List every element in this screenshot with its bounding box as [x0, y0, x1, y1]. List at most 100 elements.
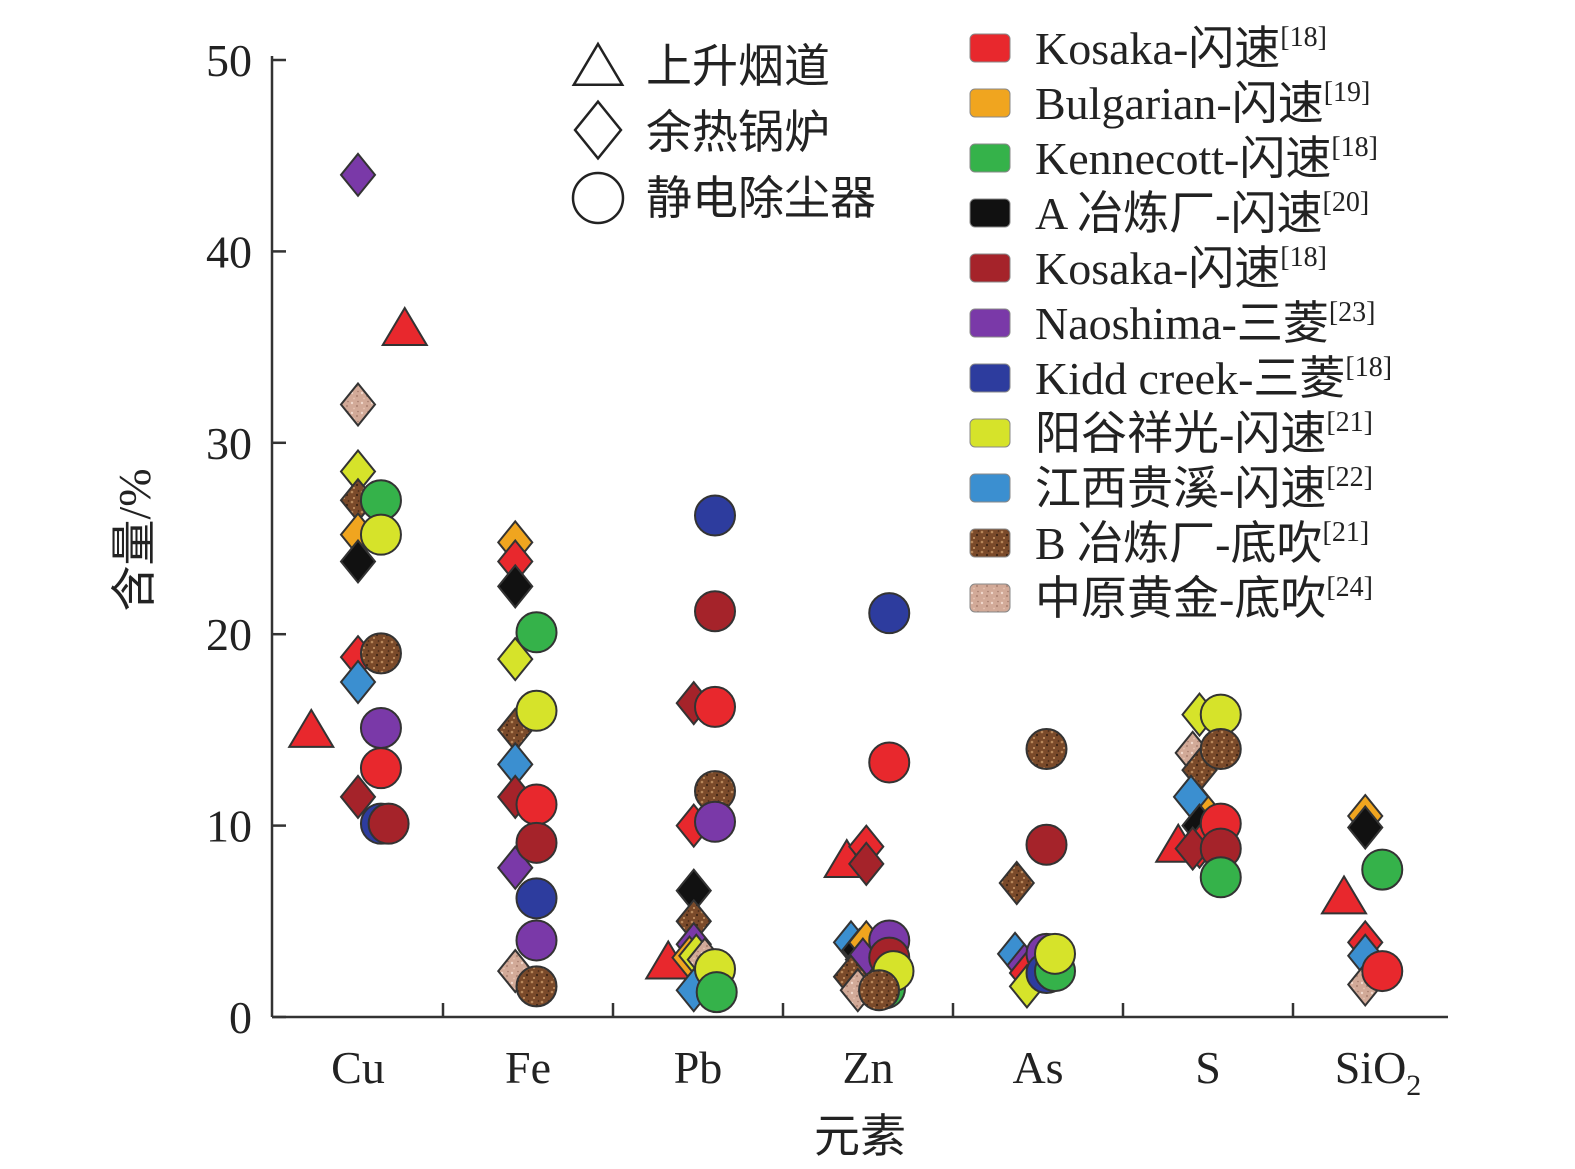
shape-legend-label: 余热锅炉 — [646, 107, 830, 158]
y-axis-label: 含量/% — [109, 468, 160, 611]
data-point-diamond — [339, 774, 377, 820]
y-tick-label: 20 — [206, 609, 252, 660]
series-legend-item: Naoshima-三菱[23] — [969, 297, 1376, 349]
data-point-triangle — [1320, 874, 1368, 915]
series-legend-item: Kosaka-闪速[18] — [969, 242, 1327, 294]
legend-swatch — [969, 253, 1011, 283]
y-tick-label: 30 — [206, 418, 252, 469]
data-point-circle — [515, 783, 558, 826]
data-point-diamond — [848, 841, 885, 887]
series-legend-label: 中原黄金-底吹[24] — [1035, 572, 1373, 624]
data-point-circle — [359, 632, 402, 675]
x-tick-label: Cu — [331, 1042, 385, 1093]
x-tick-label: Zn — [842, 1042, 893, 1093]
y-tick-label: 10 — [206, 801, 252, 852]
data-point-circle — [1361, 848, 1404, 891]
x-axis-label: 元素 — [814, 1111, 906, 1162]
shape-legend-item: 上升烟道 — [571, 41, 830, 92]
circle-marker-icon — [571, 171, 625, 225]
data-point-circle — [515, 611, 558, 654]
series-legend-item: 江西贵溪-闪速[22] — [969, 462, 1373, 514]
data-point-circle — [359, 706, 402, 749]
data-point-circle — [515, 877, 558, 920]
series-legend-item: 中原黄金-底吹[24] — [969, 572, 1373, 624]
y-tick-label: 40 — [206, 226, 252, 277]
series-legend-item: Kidd creek-三菱[18] — [969, 352, 1392, 404]
data-point-circle — [1034, 932, 1076, 975]
legend-swatch — [969, 418, 1011, 448]
data-point-circle — [515, 821, 558, 864]
x-tick-label: SiO2 — [1335, 1042, 1422, 1102]
shape-legend-item: 静电除尘器 — [571, 171, 876, 225]
data-point-circle — [695, 971, 738, 1014]
data-point-circle — [515, 689, 558, 732]
shape-legend-label: 静电除尘器 — [646, 173, 876, 224]
triangle-marker-icon — [571, 41, 625, 86]
data-point-circle — [694, 800, 736, 843]
series-legend-item: A 冶炼厂-闪速[20] — [969, 187, 1369, 239]
x-axis-ticks: Cu Fe Pb Zn As S SiO2 — [331, 1003, 1421, 1102]
legend-swatch — [969, 583, 1011, 613]
data-point-triangle — [380, 306, 429, 346]
series-legend-label: A 冶炼厂-闪速[20] — [1035, 187, 1369, 239]
data-points — [287, 152, 1404, 1014]
shape-legend-item: 余热锅炉 — [573, 99, 830, 161]
data-point-circle — [1199, 728, 1242, 771]
legend-swatch — [969, 528, 1011, 558]
x-tick-label: S — [1195, 1042, 1221, 1093]
data-point-circle — [1199, 856, 1242, 899]
data-point-circle — [868, 592, 911, 635]
x-tick-label: Pb — [674, 1042, 723, 1093]
legend-swatch — [969, 88, 1011, 118]
series-legend-item: Kosaka-闪速[18] — [969, 22, 1327, 74]
y-axis-ticks: 0 10 20 30 40 50 — [206, 35, 286, 1043]
x-tick-label: As — [1012, 1042, 1063, 1093]
series-legend-label: Bulgarian-闪速[19] — [1035, 77, 1370, 129]
series-legend-label: Kosaka-闪速[18] — [1035, 22, 1327, 74]
data-point-diamond — [1346, 804, 1384, 851]
data-point-diamond — [339, 152, 377, 198]
series-legend-label: 江西贵溪-闪速[22] — [1035, 462, 1373, 514]
series-legend-label: Kennecott-闪速[18] — [1035, 132, 1378, 184]
shape-legend-label: 上升烟道 — [646, 41, 830, 92]
series-legend-label: Kosaka-闪速[18] — [1035, 242, 1327, 294]
data-point-circle — [694, 685, 736, 728]
series-legend-label: Naoshima-三菱[23] — [1035, 297, 1376, 349]
data-point-diamond — [496, 563, 534, 609]
y-tick-label: 50 — [206, 35, 252, 86]
series-legend-item: B 冶炼厂-底吹[21] — [969, 517, 1369, 569]
data-point-circle — [359, 513, 402, 556]
data-point-diamond — [998, 860, 1036, 906]
series-legend-label: B 冶炼厂-底吹[21] — [1035, 517, 1369, 569]
axes — [270, 56, 1448, 1019]
legend-swatch — [969, 473, 1011, 503]
legend-swatch — [969, 198, 1011, 228]
data-point-circle — [367, 802, 410, 845]
series-legend-item: 阳谷祥光-闪速[21] — [969, 407, 1373, 459]
y-tick-label: 0 — [229, 992, 252, 1043]
series-legend-item: Kennecott-闪速[18] — [969, 132, 1378, 184]
series-legend-label: Kidd creek-三菱[18] — [1035, 352, 1392, 404]
data-point-diamond — [339, 659, 377, 705]
data-point-circle — [359, 747, 402, 790]
legend-swatch — [969, 363, 1011, 393]
legend-swatch — [969, 308, 1011, 338]
data-point-circle — [858, 969, 901, 1012]
legend-swatch — [969, 143, 1011, 173]
series-legend: Kosaka-闪速[18]Bulgarian-闪速[19]Kennecott-闪… — [969, 22, 1392, 624]
series-legend-item: Bulgarian-闪速[19] — [969, 77, 1370, 129]
data-point-circle — [694, 494, 736, 537]
legend-swatch — [969, 33, 1011, 63]
data-point-circle — [868, 741, 911, 784]
data-point-circle — [1025, 728, 1068, 771]
data-point-circle — [515, 919, 558, 962]
x-tick-label: Fe — [505, 1042, 551, 1093]
diamond-marker-icon — [573, 99, 623, 161]
data-point-circle — [515, 965, 558, 1008]
data-point-diamond — [339, 381, 377, 428]
series-legend-label: 阳谷祥光-闪速[21] — [1035, 407, 1373, 459]
data-point-circle — [1025, 823, 1068, 866]
data-point-triangle — [287, 707, 336, 748]
